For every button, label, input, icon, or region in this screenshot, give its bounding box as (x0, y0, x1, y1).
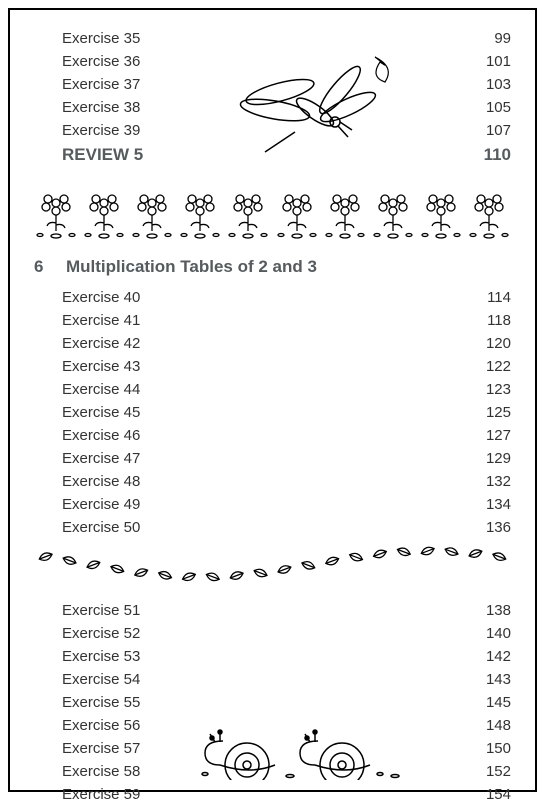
flower-icon (34, 189, 78, 239)
page-number: 105 (471, 97, 511, 118)
exercise-label: Exercise 50 (62, 517, 140, 538)
page-number: 154 (471, 784, 511, 805)
exercise-label: Exercise 43 (62, 356, 140, 377)
exercise-label: Exercise 44 (62, 379, 140, 400)
flower-divider (34, 189, 511, 239)
section-number: 6 (34, 257, 52, 277)
section-title: Multiplication Tables of 2 and 3 (66, 257, 317, 277)
flower-icon (226, 189, 270, 239)
exercise-label: Exercise 57 (62, 738, 140, 759)
mid-row: Exercise 47 129 (34, 448, 511, 469)
page-number: 99 (471, 28, 511, 49)
exercise-label: Exercise 41 (62, 310, 140, 331)
exercise-label: Exercise 48 (62, 471, 140, 492)
page-number: 140 (471, 623, 511, 644)
page-border: Exercise 35 99 Exercise 36 101 Exercise 37 10… (8, 8, 537, 792)
page-number: 103 (471, 74, 511, 95)
page-number: 127 (471, 425, 511, 446)
mid-row: Exercise 40 114 (34, 287, 511, 308)
bottom-row: Exercise 51 138 (34, 600, 511, 621)
mid-row: Exercise 46 127 (34, 425, 511, 446)
bottom-row: Exercise 52 140 (34, 623, 511, 644)
flower-icon (371, 189, 415, 239)
page-number: 132 (471, 471, 511, 492)
exercise-label: Exercise 49 (62, 494, 140, 515)
flower-icon (275, 189, 319, 239)
exercise-label: Exercise 42 (62, 333, 140, 354)
page-number: 123 (471, 379, 511, 400)
exercise-label: Exercise 54 (62, 669, 140, 690)
flower-icon (467, 189, 511, 239)
page-number: 107 (471, 120, 511, 141)
flower-icon (323, 189, 367, 239)
page-number: 122 (471, 356, 511, 377)
exercise-label: Exercise 58 (62, 761, 140, 782)
page-number: 120 (471, 333, 511, 354)
mid-row: Exercise 49 134 (34, 494, 511, 515)
bottom-row: Exercise 59 154 (34, 784, 511, 805)
page-number: 118 (471, 310, 511, 331)
exercise-label: Exercise 59 (62, 784, 140, 805)
exercise-label: Exercise 38 (62, 97, 140, 118)
exercise-label: Exercise 45 (62, 402, 140, 423)
page-number: 136 (471, 517, 511, 538)
page-number: 114 (471, 287, 511, 308)
review-page: 110 (484, 145, 511, 165)
page-number: 143 (471, 669, 511, 690)
exercise-label: Exercise 40 (62, 287, 140, 308)
mid-row: Exercise 42 120 (34, 333, 511, 354)
page-number: 138 (471, 600, 511, 621)
dragonfly-icon (220, 42, 410, 162)
exercise-label: Exercise 46 (62, 425, 140, 446)
mid-row: Exercise 43 122 (34, 356, 511, 377)
page-number: 148 (471, 715, 511, 736)
exercise-label: Exercise 52 (62, 623, 140, 644)
mid-row: Exercise 44 123 (34, 379, 511, 400)
page-number: 134 (471, 494, 511, 515)
exercise-label: Exercise 37 (62, 74, 140, 95)
exercise-label: Exercise 36 (62, 51, 140, 72)
exercise-label: Exercise 55 (62, 692, 140, 713)
page-number: 129 (471, 448, 511, 469)
exercise-label: Exercise 39 (62, 120, 140, 141)
page-number: 125 (471, 402, 511, 423)
section-header: 6 Multiplication Tables of 2 and 3 (34, 257, 511, 277)
exercise-label: Exercise 35 (62, 28, 140, 49)
leaf-divider (34, 542, 511, 586)
flower-icon (82, 189, 126, 239)
mid-row: Exercise 45 125 (34, 402, 511, 423)
review-label: REVIEW 5 (62, 145, 143, 165)
mid-row: Exercise 48 132 (34, 471, 511, 492)
page-number: 101 (471, 51, 511, 72)
mid-row: Exercise 50 136 (34, 517, 511, 538)
snails-icon (190, 690, 410, 780)
page-number: 145 (471, 692, 511, 713)
exercise-label: Exercise 53 (62, 646, 140, 667)
page-number: 152 (471, 761, 511, 782)
mid-row: Exercise 41 118 (34, 310, 511, 331)
mid-list: Exercise 40 114 Exercise 41 118 Exercise 42 1… (34, 287, 511, 538)
exercise-label: Exercise 47 (62, 448, 140, 469)
flower-icon (419, 189, 463, 239)
exercise-label: Exercise 56 (62, 715, 140, 736)
flower-icon (130, 189, 174, 239)
exercise-label: Exercise 51 (62, 600, 140, 621)
page-number: 150 (471, 738, 511, 759)
bottom-row: Exercise 53 142 (34, 646, 511, 667)
flower-icon (178, 189, 222, 239)
bottom-row: Exercise 54 143 (34, 669, 511, 690)
page-number: 142 (471, 646, 511, 667)
